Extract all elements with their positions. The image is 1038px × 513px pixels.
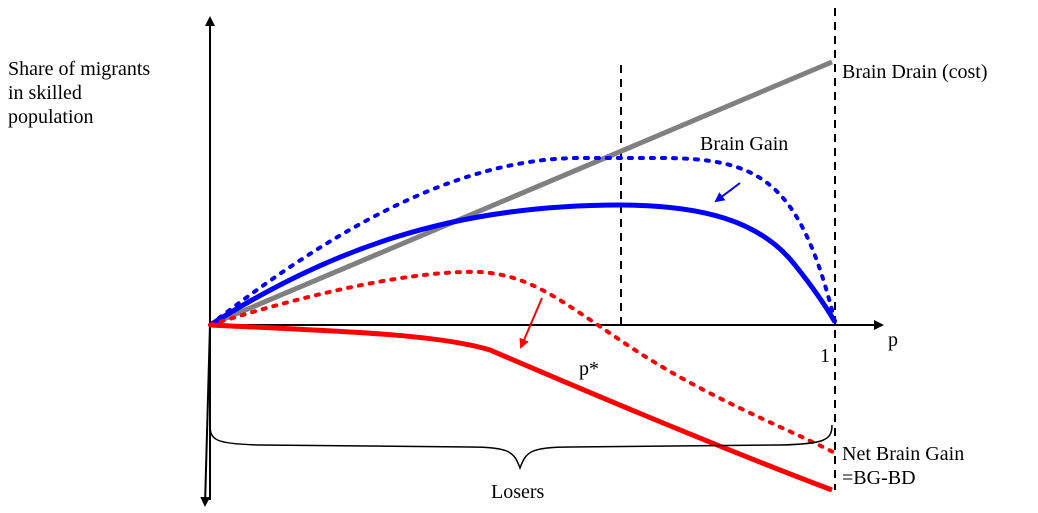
p-star-tick-label: p* [579,358,599,380]
x-axis-label: p [888,329,898,351]
losers-label: Losers [491,481,545,503]
y-axis-label: Share of migrants in skilled population [8,58,155,128]
net-brain-gain-label: Net Brain Gain =BG-BD [842,443,969,489]
net-brain-gain-shift-arrow [519,297,543,349]
brain-gain-dotted-curve [208,156,837,327]
p-one-tick-label: 1 [820,345,830,367]
net-brain-gain-solid-curve [209,322,833,493]
losers-brace [209,424,833,471]
y-axis-lower [200,324,211,507]
net-brain-gain-dotted-curve [208,269,835,454]
brain-gain-label: Brain Gain [700,133,788,155]
brain-gain-solid-curve [208,202,838,328]
brain-gain-shift-arrow [714,182,741,203]
brain-drain-line [209,59,833,328]
brain-drain-label: Brain Drain (cost) [842,61,988,83]
